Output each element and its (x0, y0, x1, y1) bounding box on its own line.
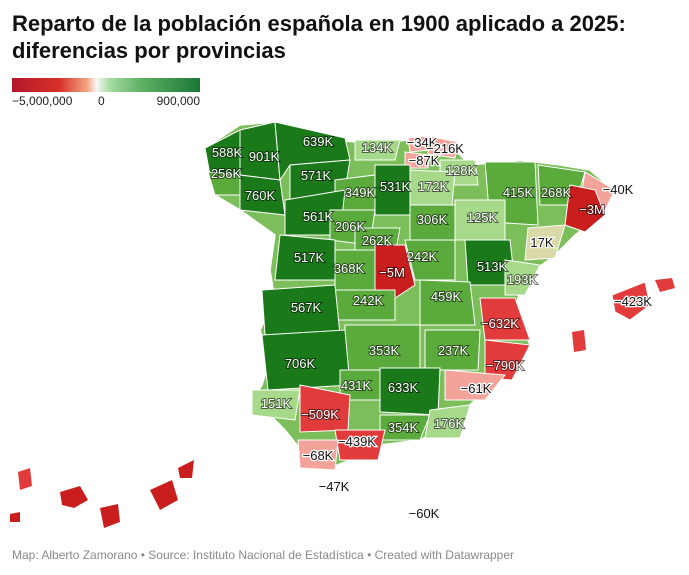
region-value-label: 262K (362, 233, 393, 248)
region-value-label: 706K (285, 356, 316, 371)
footer-separator-1: • (137, 548, 149, 562)
region-value-label: −87K (409, 153, 440, 168)
region-value-label: 353K (369, 343, 400, 358)
region-32[interactable] (611, 281, 651, 321)
region-value-label: −61K (461, 381, 492, 396)
province-patches (204, 121, 651, 471)
legend-gradient-bar (12, 78, 200, 92)
islands-and-enclaves (10, 278, 675, 528)
region-20[interactable] (564, 184, 606, 233)
map-title: Reparto de la población española en 1900… (12, 11, 626, 63)
region-23[interactable] (524, 224, 566, 261)
region-value-label: −423K (614, 294, 652, 309)
region-value-label: 517K (294, 250, 325, 265)
footer-separator-2: • (363, 548, 375, 562)
region-value-label: 17K (530, 235, 553, 250)
region-46[interactable] (334, 429, 386, 461)
region-6[interactable] (354, 139, 401, 161)
region-value-label: 237K (438, 343, 469, 358)
baleares-menorca[interactable] (655, 278, 675, 292)
region-value-label: 134K (362, 140, 393, 155)
region-value-label: 639K (303, 134, 334, 149)
region-value-label: 431K (341, 378, 372, 393)
region-value-label: −60K (409, 506, 440, 521)
region-value-label: −34K (407, 135, 438, 150)
canary-island-4[interactable] (150, 480, 178, 510)
region-value-label: 901K (249, 149, 280, 164)
region-value-label: −5M (379, 265, 405, 280)
region-27[interactable] (404, 239, 456, 281)
footer-map-credit: Map: Alberto Zamorano (12, 548, 138, 562)
canary-island-2[interactable] (60, 486, 88, 508)
region-value-label: 242K (353, 293, 384, 308)
footer-credits: Map: Alberto Zamorano • Source: Institut… (12, 548, 514, 562)
region-value-label: 306K (417, 212, 448, 227)
region-value-label: 354K (388, 420, 419, 435)
region-value-label: 571K (301, 168, 332, 183)
canary-island-5[interactable] (178, 460, 194, 478)
canary-island-6[interactable] (10, 512, 20, 522)
region-value-label: −3M (579, 202, 605, 217)
legend-mid-label: 0 (98, 94, 105, 108)
region-value-label: −509K (301, 407, 339, 422)
legend-min-label: −5,000,000 (12, 94, 73, 108)
region-31[interactable] (419, 279, 476, 326)
region-value-label: 531K (380, 179, 411, 194)
region-value-label: −47K (319, 479, 350, 494)
region-value-label: 368K (334, 261, 365, 276)
region-value-label: −632K (481, 316, 519, 331)
canary-island-3[interactable] (100, 504, 120, 528)
region-45[interactable] (424, 404, 471, 439)
region-42[interactable] (251, 389, 301, 421)
region-value-label: 125K (467, 210, 498, 225)
region-34[interactable] (479, 297, 531, 341)
region-value-label: 268K (541, 185, 572, 200)
region-value-label: −439K (338, 434, 376, 449)
region-9[interactable] (404, 151, 431, 169)
region-47[interactable] (297, 439, 339, 471)
legend-max-label: 900,000 (156, 94, 200, 108)
footer-tool-credit: Created with Datawrapper (374, 548, 515, 562)
region-value-label: 513K (477, 259, 508, 274)
region-value-label: 760K (245, 188, 276, 203)
region-value-label: 242K (407, 249, 438, 264)
region-26[interactable] (374, 244, 416, 301)
region-value-label: 206K (335, 219, 366, 234)
region-36[interactable] (424, 329, 481, 371)
region-value-label: 588K (212, 145, 243, 160)
region-value-label: −68K (303, 448, 334, 463)
region-value-label: −40K (603, 182, 634, 197)
region-8[interactable] (427, 135, 459, 159)
region-41[interactable] (444, 369, 506, 401)
region-value-label: 633K (388, 380, 419, 395)
region-value-label: −790K (486, 358, 524, 373)
region-value-label: −216K (426, 141, 464, 156)
color-legend: −5,000,000 0 900,000 (12, 78, 202, 112)
region-value-label: 415K (503, 185, 534, 200)
region-value-label: 349K (345, 185, 376, 200)
region-38[interactable] (484, 339, 531, 381)
region-value-label: 172K (418, 179, 449, 194)
footer-source: Source: Instituto Nacional de Estadístic… (148, 548, 364, 562)
region-value-label: 151K (261, 396, 292, 411)
region-value-label: 459K (431, 289, 462, 304)
region-value-label: 561K (303, 209, 334, 224)
region-value-label: 176K (434, 416, 465, 431)
region-29[interactable] (504, 259, 541, 296)
baleares-ibiza[interactable] (572, 330, 586, 352)
region-value-label: 567K (291, 300, 322, 315)
canary-island-1[interactable] (18, 468, 32, 490)
region-value-label: 256K (211, 166, 242, 181)
region-value-label: 128K (446, 163, 477, 178)
region-value-label: 193K (507, 272, 538, 287)
